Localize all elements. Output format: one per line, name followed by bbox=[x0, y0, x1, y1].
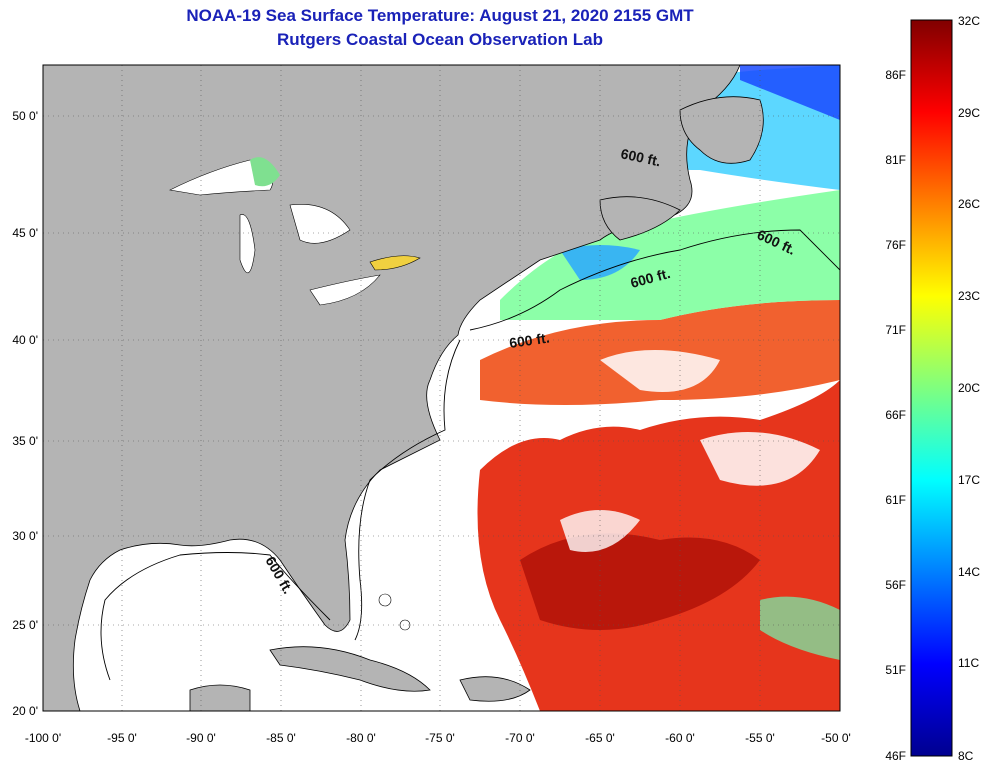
colorbar-f-label: 61F bbox=[885, 493, 906, 507]
colorbar-f-label: 71F bbox=[885, 323, 906, 337]
lat-label: 20 0' bbox=[12, 704, 38, 718]
lake-superior-sst bbox=[250, 157, 280, 187]
lat-label: 45 0' bbox=[12, 226, 38, 240]
lon-axis: -100 0' -95 0' -90 0' -85 0' -80 0' -75 … bbox=[25, 731, 851, 745]
lat-label: 25 0' bbox=[12, 618, 38, 632]
map-subtitle: Rutgers Coastal Ocean Observation Lab bbox=[277, 30, 603, 49]
lat-label: 35 0' bbox=[12, 434, 38, 448]
map-title: NOAA-19 Sea Surface Temperature: August … bbox=[186, 6, 694, 25]
colorbar-f-label: 86F bbox=[885, 68, 906, 82]
lon-label: -80 0' bbox=[346, 731, 376, 745]
colorbar-f-label: 46F bbox=[885, 749, 906, 763]
contour-label: 600 ft. bbox=[508, 329, 550, 350]
lon-label: -65 0' bbox=[585, 731, 615, 745]
colorbar-f-label: 66F bbox=[885, 408, 906, 422]
sst-hot-core bbox=[520, 533, 760, 630]
colorbar-f-label: 56F bbox=[885, 578, 906, 592]
colorbar-c-label: 8C bbox=[958, 749, 974, 763]
contour-600ft-east-coast bbox=[354, 339, 461, 641]
land-nova-scotia bbox=[599, 196, 681, 241]
colorbar-gradient bbox=[910, 19, 953, 757]
land-yucatan bbox=[189, 684, 251, 711]
colorbar-c-label: 14C bbox=[958, 565, 980, 579]
sst-cold-patch bbox=[560, 245, 640, 280]
colorbar-c-label: 11C bbox=[958, 656, 979, 670]
land-cuba bbox=[269, 646, 431, 692]
colorbar-c-label: 17C bbox=[958, 473, 980, 487]
lat-label: 40 0' bbox=[12, 333, 38, 347]
sst-labrador-cold bbox=[740, 65, 840, 120]
lake-ontario bbox=[369, 255, 421, 271]
lon-label: -90 0' bbox=[186, 731, 216, 745]
colorbar-f-label: 81F bbox=[885, 153, 906, 167]
lon-label: -55 0' bbox=[745, 731, 775, 745]
contour-600ft-north bbox=[469, 229, 840, 331]
cloud-patch bbox=[600, 350, 720, 392]
sst-cool-patch bbox=[760, 596, 840, 660]
lon-label: -75 0' bbox=[425, 731, 455, 745]
lon-label: -60 0' bbox=[665, 731, 695, 745]
colorbar-c-label: 32C bbox=[958, 14, 980, 28]
lon-label: -50 0' bbox=[821, 731, 851, 745]
lon-label: -85 0' bbox=[266, 731, 296, 745]
lon-label: -70 0' bbox=[505, 731, 535, 745]
land-newfoundland bbox=[679, 96, 764, 164]
cloud-patch bbox=[700, 432, 820, 486]
colorbar-f-label: 76F bbox=[885, 238, 906, 252]
lat-axis: 50 0' 45 0' 40 0' 35 0' 30 0' 25 0' 20 0… bbox=[12, 109, 38, 718]
land-hispaniola bbox=[459, 676, 531, 702]
lake-huron bbox=[289, 204, 351, 244]
lake-michigan bbox=[239, 214, 256, 273]
bahamas-bank bbox=[399, 619, 411, 631]
colorbar-c-label: 20C bbox=[958, 381, 980, 395]
sst-shelf-water bbox=[500, 190, 840, 320]
colorbar-c-label: 29C bbox=[958, 106, 980, 120]
lon-label: -100 0' bbox=[25, 731, 61, 745]
colorbar-c-label: 23C bbox=[958, 289, 980, 303]
lat-label: 30 0' bbox=[12, 529, 38, 543]
colorbar-c-label: 26C bbox=[958, 197, 980, 211]
lat-label: 50 0' bbox=[12, 109, 38, 123]
colorbar-f-label: 51F bbox=[885, 663, 906, 677]
contour-600ft-gulf bbox=[100, 552, 331, 681]
bahamas-bank bbox=[378, 593, 392, 607]
plot-frame bbox=[42, 64, 841, 712]
colorbar: 32C 29C 26C 23C 20C 17C 14C 11C 8C 86F 8… bbox=[885, 14, 980, 763]
lake-erie bbox=[309, 274, 381, 306]
lon-label: -95 0' bbox=[107, 731, 137, 745]
